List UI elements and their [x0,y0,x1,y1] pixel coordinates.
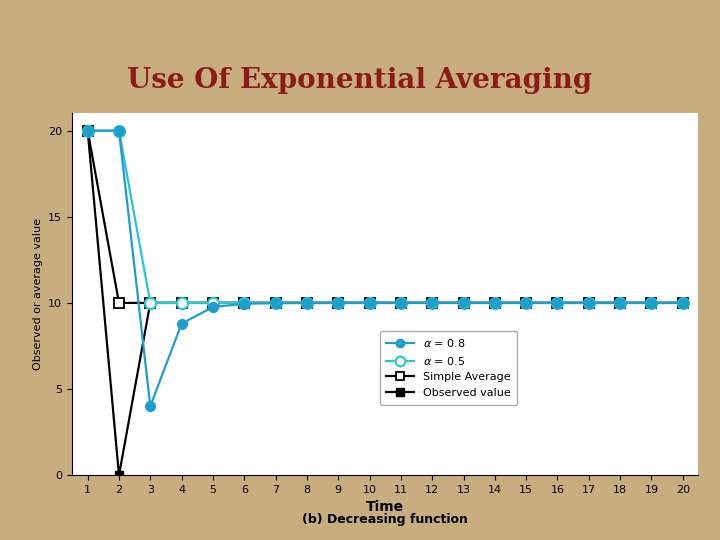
Legend: $\alpha$ = 0.8, $\alpha$ = 0.5, Simple Average, Observed value: $\alpha$ = 0.8, $\alpha$ = 0.5, Simple A… [379,330,518,404]
Y-axis label: Observed or average value: Observed or average value [32,218,42,370]
Text: (b) Decreasing function: (b) Decreasing function [302,514,468,526]
Text: Use Of Exponential Averaging: Use Of Exponential Averaging [127,68,593,94]
X-axis label: Time: Time [366,501,404,515]
